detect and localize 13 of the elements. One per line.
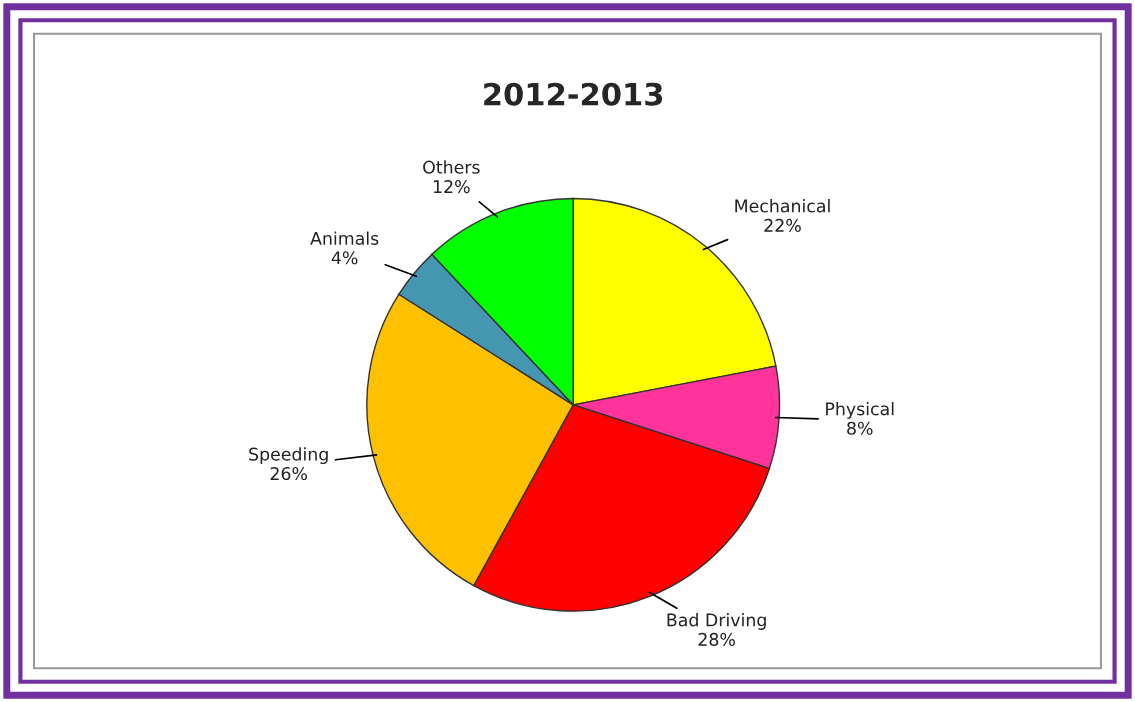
data-label: 28% (698, 632, 735, 646)
slice-label: Mechanical (735, 199, 830, 213)
chart-title: 2012-2013 (484, 82, 663, 106)
data-label: 26% (270, 466, 308, 481)
data-label: 8% (847, 421, 873, 435)
data-label: 22% (764, 218, 801, 232)
slice-label: Physical (826, 401, 894, 419)
data-label: 12% (433, 180, 470, 194)
slice-label: Animals (310, 231, 379, 245)
slice-label: Bad Driving (667, 613, 766, 630)
slice-label: Others (423, 160, 480, 174)
data-label: 4% (331, 251, 358, 265)
slice-label: Speeding (249, 447, 328, 465)
